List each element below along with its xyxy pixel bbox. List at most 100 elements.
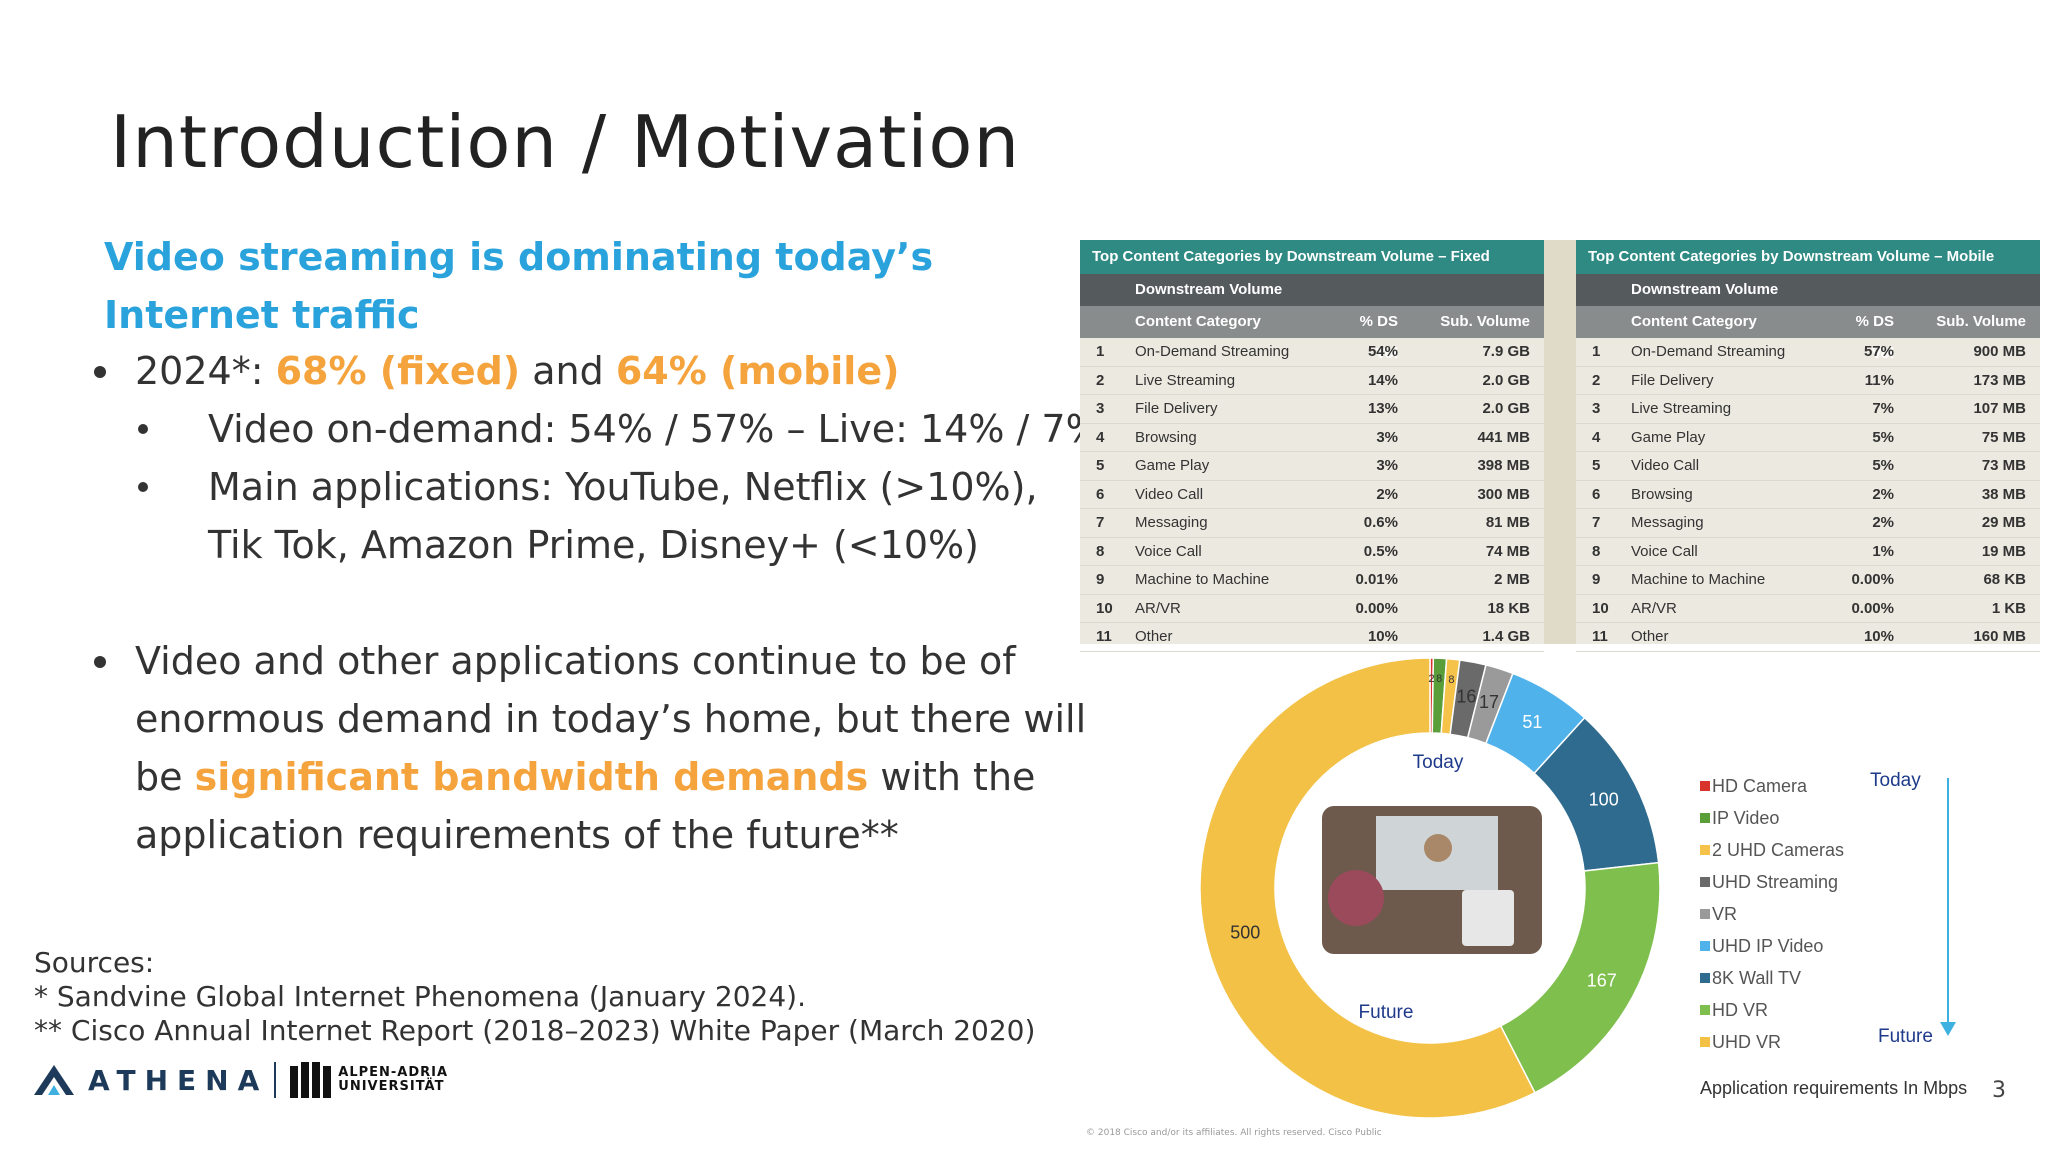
donut-slice <box>1199 657 1536 1119</box>
university-line-2: UNIVERSITÄT <box>338 1079 445 1094</box>
row-volume: 38 MB <box>1981 485 2026 503</box>
row-rank: 1 <box>1592 343 1601 360</box>
row-volume: 441 MB <box>1477 428 1530 446</box>
row-category: Machine to Machine <box>1135 571 1270 588</box>
table-row: 2 Live Streaming 14% 2.0 GB <box>1080 367 1544 395</box>
row-rank: 8 <box>1096 542 1105 560</box>
table-row: 5 Game Play 3% 398 MB <box>1080 452 1544 481</box>
row-category: Messaging <box>1135 514 1208 531</box>
table-mobile-title: Top Content Categories by Downstream Vol… <box>1576 240 2040 274</box>
row-pct: 1% <box>1872 542 1894 560</box>
chart-today-label: Today <box>1413 752 1464 773</box>
bullet-1-fixed: 68% (fixed) <box>275 349 521 393</box>
row-rank: 10 <box>1592 599 1609 617</box>
center-photo <box>1322 806 1542 954</box>
row-category: Machine to Machine <box>1631 571 1766 588</box>
row-pct: 14% <box>1367 371 1398 389</box>
sub-bullet-2-line-1: Main applications: YouTube, Netflix (>10… <box>208 465 1038 509</box>
bullet-2-line-2: enormous demand in today’s home, but the… <box>135 697 1087 741</box>
table-row: 9 Machine to Machine 0.01% 2 MB <box>1080 566 1544 595</box>
row-category: On-Demand Streaming <box>1631 343 1786 360</box>
photo-audience-icon <box>1328 870 1384 926</box>
row-category: Video Call <box>1135 485 1204 503</box>
table-row: 1 On-Demand Streaming 57% 900 MB <box>1576 338 2040 367</box>
legend-label: 2 UHD Cameras <box>1712 840 1845 860</box>
legend-swatch <box>1700 813 1710 823</box>
row-volume: 74 MB <box>1485 542 1530 560</box>
table-row: 10 AR/VR 0.00% 18 KB <box>1080 595 1544 623</box>
slide-title: Introduction / Motivation <box>110 100 1021 184</box>
donut-data-label: 500 <box>1230 923 1260 943</box>
row-volume: 107 MB <box>1973 400 2026 417</box>
donut-data-label: 100 <box>1589 789 1619 809</box>
row-volume: 900 MB <box>1973 343 2026 360</box>
row-pct: 2% <box>1376 485 1398 503</box>
row-pct: 3% <box>1376 457 1398 474</box>
university-logo-icon <box>290 1062 332 1098</box>
table-gap <box>1544 240 1576 644</box>
footer-logos: ATHENA ALPEN-ADRIA UNIVERSITÄT <box>34 1060 448 1100</box>
logo-separator <box>274 1062 277 1098</box>
legend-label: VR <box>1712 904 1738 924</box>
legend-swatch <box>1700 845 1710 855</box>
row-category: Voice Call <box>1135 542 1202 560</box>
donut-data-label: 17 <box>1479 692 1499 712</box>
sub-bullet-1: Video on-demand: 54% / 57% – Live: 14% /… <box>208 407 1102 451</box>
table-row: 8 Voice Call 0.5% 74 MB <box>1080 538 1544 566</box>
table-fixed-title: Top Content Categories by Downstream Vol… <box>1080 240 1544 274</box>
row-category: Other <box>1631 628 1669 645</box>
row-volume: 75 MB <box>1981 428 2026 446</box>
table-mobile-header: Content Category % DS Vol Sub. Volume <box>1576 306 2040 362</box>
bullet-1-prefix: 2024*: <box>135 349 276 393</box>
copyright-note: © 2018 Cisco and/or its affiliates. All … <box>1086 1128 1382 1138</box>
table-fixed: Top Content Categories by Downstream Vol… <box>1080 240 1544 652</box>
bullet-2-emphasis: significant bandwidth demands <box>194 755 869 799</box>
row-rank: 5 <box>1592 457 1601 474</box>
headline-line-1: Video streaming is dominating today’s <box>104 235 934 279</box>
table-row: 1 On-Demand Streaming 54% 7.9 GB <box>1080 338 1544 367</box>
row-pct: 0.00% <box>1355 599 1398 617</box>
table-row: 4 Game Play 5% 75 MB <box>1576 424 2040 452</box>
table-fixed-subheader: Downstream Volume <box>1080 274 1544 306</box>
row-volume: 19 MB <box>1981 542 2026 560</box>
row-volume: 1.4 GB <box>1482 628 1530 645</box>
table-fixed-header: Content Category % DS Vol Sub. Volume <box>1080 306 1544 362</box>
legend-swatch <box>1700 941 1710 951</box>
row-category: AR/VR <box>1135 599 1181 617</box>
legend-label: HD Camera <box>1712 776 1808 796</box>
row-volume: 68 KB <box>1983 571 2026 588</box>
legend-swatch <box>1700 909 1710 919</box>
bullet-2-line-3: be significant bandwidth demands with th… <box>135 748 1035 806</box>
row-rank: 4 <box>1592 428 1601 446</box>
table-row: 2 File Delivery 11% 173 MB <box>1576 367 2040 395</box>
legend-item: IP Video <box>1700 802 1844 834</box>
legend-label: UHD Streaming <box>1712 872 1839 892</box>
donut-data-label: 8 <box>1436 673 1442 685</box>
row-category: Live Streaming <box>1631 400 1732 417</box>
sub-bullet-2-line-2: Tik Tok, Amazon Prime, Disney+ (<10%) <box>208 523 979 567</box>
row-volume: 1 KB <box>1991 599 2026 617</box>
row-category: File Delivery <box>1631 371 1714 389</box>
row-rank: 11 <box>1096 628 1112 645</box>
row-pct: 0.5% <box>1363 542 1398 560</box>
table-row: 6 Video Call 2% 300 MB <box>1080 481 1544 509</box>
row-volume: 81 MB <box>1485 514 1530 531</box>
bullet-dot-2 <box>94 656 106 668</box>
arrow-today-label: Today <box>1870 770 1921 791</box>
headline: Video streaming is dominating today’s In… <box>104 228 964 344</box>
row-rank: 6 <box>1096 485 1105 503</box>
row-pct: 5% <box>1872 428 1894 446</box>
row-rank: 7 <box>1592 514 1601 531</box>
table-row: 9 Machine to Machine 0.00% 68 KB <box>1576 566 2040 595</box>
table-row: 8 Voice Call 1% 19 MB <box>1576 538 2040 566</box>
page-number: 3 <box>1992 1078 2006 1103</box>
timeline-arrow-line <box>1947 778 1949 1028</box>
row-category: Other <box>1135 628 1173 645</box>
table-row: 10 AR/VR 0.00% 1 KB <box>1576 595 2040 623</box>
row-rank: 9 <box>1096 571 1105 588</box>
row-pct: 2% <box>1872 485 1894 503</box>
row-category: Voice Call <box>1631 542 1698 560</box>
donut-data-label: 16 <box>1456 686 1476 706</box>
